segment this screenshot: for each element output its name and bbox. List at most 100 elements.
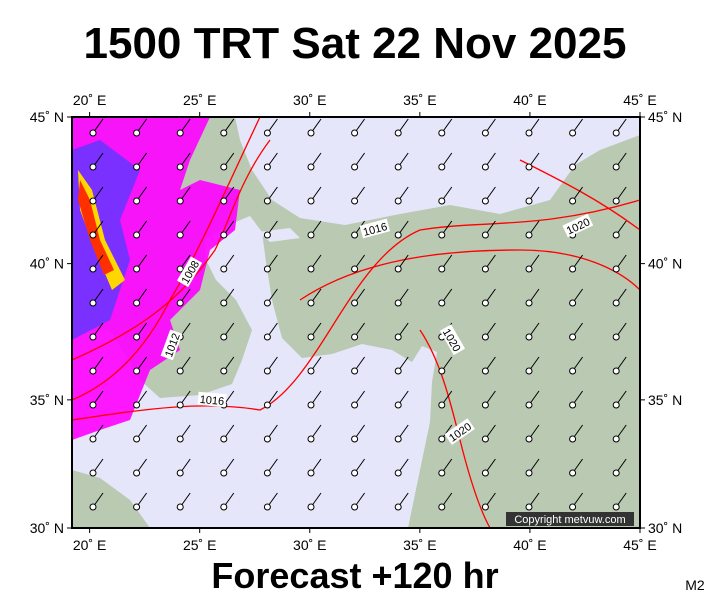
- station: [307, 265, 315, 273]
- station: [481, 469, 489, 477]
- station: [89, 129, 97, 137]
- lon-label-bottom: 20˚ E: [73, 537, 106, 553]
- station: [351, 299, 359, 307]
- station: [525, 435, 533, 443]
- station: [133, 163, 141, 171]
- station: [351, 503, 359, 511]
- isobar-value: 1016: [199, 394, 224, 408]
- lon-label-top: 25˚ E: [183, 92, 216, 108]
- station: [351, 265, 359, 273]
- isobar-label-box: [562, 213, 594, 238]
- lat-label-right: 45˚ N: [648, 109, 682, 125]
- station: [569, 299, 577, 307]
- station: [89, 163, 97, 171]
- station: [133, 299, 141, 307]
- station: [133, 333, 141, 341]
- station: [176, 163, 184, 171]
- station: [394, 265, 402, 273]
- station: [263, 401, 271, 409]
- station: [133, 503, 141, 511]
- isobar-label-box: [160, 329, 183, 361]
- station: [133, 265, 141, 273]
- station: [263, 299, 271, 307]
- station: [525, 163, 533, 171]
- station: [351, 333, 359, 341]
- station: [394, 367, 402, 375]
- forecast-label: Forecast +120 hr: [211, 555, 498, 596]
- station: [220, 129, 228, 137]
- station: [220, 265, 228, 273]
- station: [612, 367, 620, 375]
- station: [220, 231, 228, 239]
- station: [263, 129, 271, 137]
- station: [220, 163, 228, 171]
- station: [307, 333, 315, 341]
- station: [220, 367, 228, 375]
- station: [394, 231, 402, 239]
- lon-label-top: 45˚ E: [623, 92, 656, 108]
- station: [133, 197, 141, 205]
- station: [351, 401, 359, 409]
- lat-label-left: 35˚ N: [30, 392, 64, 408]
- station: [438, 231, 446, 239]
- station: [89, 265, 97, 273]
- station: [394, 299, 402, 307]
- station: [481, 265, 489, 273]
- station: [612, 265, 620, 273]
- station: [89, 401, 97, 409]
- station: [569, 333, 577, 341]
- isobar-label-box: [176, 256, 203, 288]
- station: [525, 503, 533, 511]
- station: [612, 435, 620, 443]
- lon-label-bottom: 30˚ E: [293, 537, 326, 553]
- station: [525, 469, 533, 477]
- station: [569, 265, 577, 273]
- station: [481, 163, 489, 171]
- station: [394, 469, 402, 477]
- station: [351, 163, 359, 171]
- station: [176, 299, 184, 307]
- station: [394, 197, 402, 205]
- station: [351, 129, 359, 137]
- station: [89, 197, 97, 205]
- peak-precipitation: [78, 180, 114, 275]
- station: [438, 503, 446, 511]
- station: [176, 401, 184, 409]
- station: [569, 503, 577, 511]
- station: [351, 367, 359, 375]
- station: [307, 367, 315, 375]
- station: [176, 231, 184, 239]
- station: [263, 469, 271, 477]
- station: [394, 129, 402, 137]
- station: [220, 299, 228, 307]
- station: [525, 299, 533, 307]
- model-label: M2: [685, 577, 705, 593]
- map-frame: [71, 116, 641, 529]
- station: [263, 435, 271, 443]
- lat-label-right: 35˚ N: [648, 392, 682, 408]
- station: [612, 503, 620, 511]
- lat-label-right: 30˚ N: [648, 520, 682, 536]
- graticule-labels: 20˚ E 20˚ E 25˚ E 25˚ E 30˚ E 30˚ E 35˚ E 35˚ E…: [30, 92, 682, 553]
- station: [133, 231, 141, 239]
- station: [176, 265, 184, 273]
- station: [481, 503, 489, 511]
- lat-label-right: 40˚ N: [648, 256, 682, 272]
- lon-label-top: 40˚ E: [513, 92, 546, 108]
- station: [481, 435, 489, 443]
- station: [612, 231, 620, 239]
- station: [612, 129, 620, 137]
- isobar-label-box: [439, 324, 466, 356]
- station: [612, 469, 620, 477]
- station: [569, 367, 577, 375]
- station: [307, 503, 315, 511]
- station: [481, 197, 489, 205]
- station: [220, 503, 228, 511]
- station: [481, 367, 489, 375]
- station: [133, 401, 141, 409]
- station: [307, 469, 315, 477]
- station: [263, 367, 271, 375]
- station: [569, 401, 577, 409]
- station: [351, 197, 359, 205]
